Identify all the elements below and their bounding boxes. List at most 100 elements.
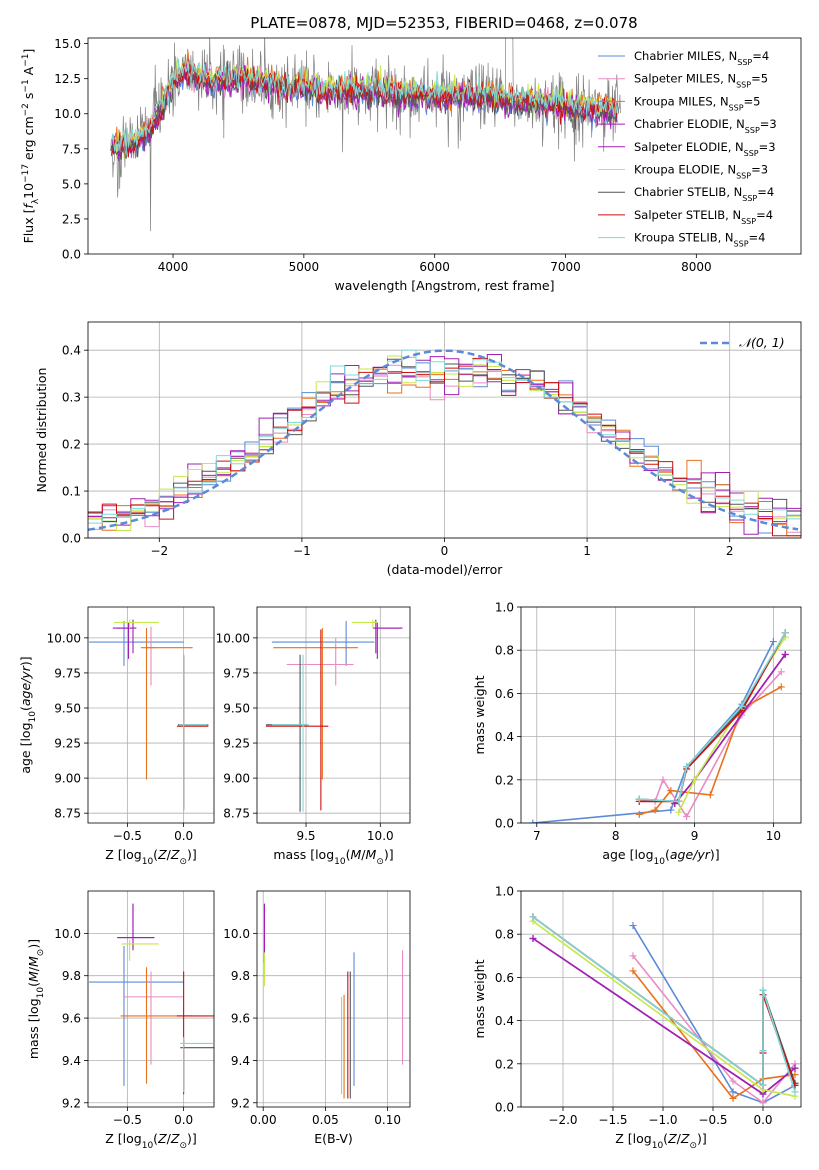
weight-series-line	[632, 955, 796, 1104]
plot-area	[89, 903, 214, 1095]
weight-point-marker	[635, 795, 643, 803]
weight-point-marker	[529, 935, 537, 943]
model-spectrum-line	[111, 58, 618, 156]
y-tick-label: 9.2	[62, 1096, 81, 1110]
errorbar-point	[140, 628, 193, 780]
x-tick-label: −2.0	[548, 1113, 577, 1127]
x-tick-label: 0.10	[374, 1113, 401, 1127]
normal-curve	[88, 349, 799, 532]
weight-point-marker	[729, 1077, 737, 1085]
x-axis-label: mass [log10(M/M⊙)]	[273, 847, 393, 867]
x-tick-label: 10.0	[367, 829, 394, 843]
y-tick-label: 0.6	[495, 687, 514, 701]
weight-point-marker	[738, 702, 746, 710]
errorbar-point	[271, 621, 375, 666]
weight-series-line	[532, 920, 796, 1097]
legend: 𝒩(0, 1)	[700, 335, 785, 350]
legend-entry: Chabrier STELIB, NSSP=4	[634, 185, 774, 203]
y-tick-label: 9.25	[223, 737, 250, 751]
x-axis-label: (data-model)/error	[387, 562, 504, 577]
x-tick-label: 4000	[158, 260, 189, 274]
errorbar-point	[265, 654, 308, 812]
weight-series-line	[632, 970, 796, 1100]
observed-spectrum	[109, 38, 621, 232]
weight-series-line	[639, 632, 786, 803]
y-tick-label: 0.4	[62, 344, 81, 358]
x-tick-label: 2	[726, 544, 734, 558]
axes-frame	[520, 606, 802, 824]
weight-series-line	[532, 916, 796, 1087]
x-tick-label: 6000	[419, 260, 450, 274]
errorbar-point	[271, 654, 309, 812]
y-tick-label: 9.4	[231, 1054, 250, 1068]
model-spectrum-line	[111, 63, 618, 157]
weight-series-line	[632, 925, 796, 1104]
y-tick-label: 0.6	[495, 971, 514, 985]
axes-frame	[256, 890, 411, 1108]
x-tick-label: −0.5	[113, 1113, 142, 1127]
plot-area	[529, 913, 799, 1107]
y-tick-label: 7.5	[62, 142, 81, 156]
errorbar-point	[113, 619, 159, 629]
x-axis-label: Z [log10(Z/Z⊙)]	[105, 847, 197, 867]
errorbar-point	[117, 619, 137, 654]
errorbar-point	[117, 903, 155, 949]
legend-entry: Salpeter MILES, NSSP=5	[634, 72, 768, 90]
weight-point-marker	[629, 922, 637, 930]
y-axis-label: mass [log10(M/M⊙)]	[26, 939, 46, 1059]
legend-entry: Chabrier MILES, NSSP=4	[634, 49, 769, 67]
weight-point-marker	[659, 776, 667, 784]
weight-vs-age-panel: 7 8 9 10 0.0 0.2 0.4 0.6 0.8 1.0 age [log10(age/yr…	[472, 601, 802, 867]
errorbar-point	[120, 967, 193, 1084]
y-tick-label: 9.8	[231, 969, 250, 983]
plot-area	[109, 38, 621, 232]
errorbar-point	[178, 654, 209, 809]
weight-point-marker	[629, 967, 637, 975]
age-vs-mass-panel: 9.5 10.0 8.75 9.00 9.25 9.50 9.75 10.00 mass [lo…	[216, 606, 411, 867]
y-tick-label: 9.00	[54, 772, 81, 786]
x-tick-label: 10	[766, 829, 781, 843]
age-vs-metallicity-panel: −0.5 0.0 8.75 9.00 9.25 9.50 9.75 10.00 Z [log10…	[18, 606, 215, 867]
x-tick-label: 0.0	[174, 1113, 193, 1127]
weight-series-line	[532, 641, 775, 823]
weight-point-marker	[759, 1081, 767, 1089]
errorbar-point	[179, 654, 208, 812]
x-tick-label: 7	[533, 829, 541, 843]
y-tick-label: 10.0	[54, 927, 81, 941]
weight-series-line	[532, 916, 796, 1087]
y-tick-label: 0.2	[495, 773, 514, 787]
weight-point-marker	[759, 1099, 767, 1107]
y-tick-label: 9.6	[231, 1012, 250, 1026]
x-tick-label: −0.5	[698, 1113, 727, 1127]
x-tick-label: 5000	[289, 260, 320, 274]
y-axis-label: mass weight	[472, 959, 487, 1038]
weight-point-marker	[675, 808, 683, 816]
y-axis-label: age [log10(age/yr)]	[18, 656, 38, 773]
y-axis-label: Normed distribution	[34, 368, 49, 493]
weight-point-marker	[791, 1064, 799, 1072]
x-axis-label: E(B-V)	[314, 1131, 353, 1146]
errorbar-point	[273, 628, 359, 780]
y-tick-label: 9.50	[54, 701, 81, 715]
y-tick-label: 1.0	[495, 601, 514, 615]
y-tick-label: 0.3	[62, 391, 81, 405]
weight-point-marker	[729, 1088, 737, 1096]
weight-point-marker	[691, 776, 699, 784]
plot-area	[529, 629, 789, 823]
x-tick-label: 0	[441, 544, 449, 558]
weight-series-line	[639, 632, 786, 803]
errorbar-point	[372, 619, 402, 654]
weight-point-marker	[777, 668, 785, 676]
weight-point-marker	[683, 763, 691, 771]
legend-entry: 𝒩(0, 1)	[739, 335, 785, 350]
errorbar-point	[352, 619, 378, 629]
mass-vs-metallicity-panel: −0.5 0.0 9.2 9.4 9.6 9.8 10.0 Z [log10(Z/Z⊙)] ma…	[26, 890, 215, 1151]
x-tick-label: 0.05	[312, 1113, 339, 1127]
weight-point-marker	[759, 986, 767, 994]
x-axis-label: Z [log10(Z/Z⊙)]	[615, 1131, 707, 1151]
legend: Chabrier MILES, NSSP=4 Salpeter MILES, NS…	[598, 49, 777, 248]
weight-series-line	[674, 654, 786, 805]
y-tick-label: 12.5	[54, 72, 81, 86]
legend-entry: Kroupa MILES, NSSP=5	[634, 94, 761, 112]
